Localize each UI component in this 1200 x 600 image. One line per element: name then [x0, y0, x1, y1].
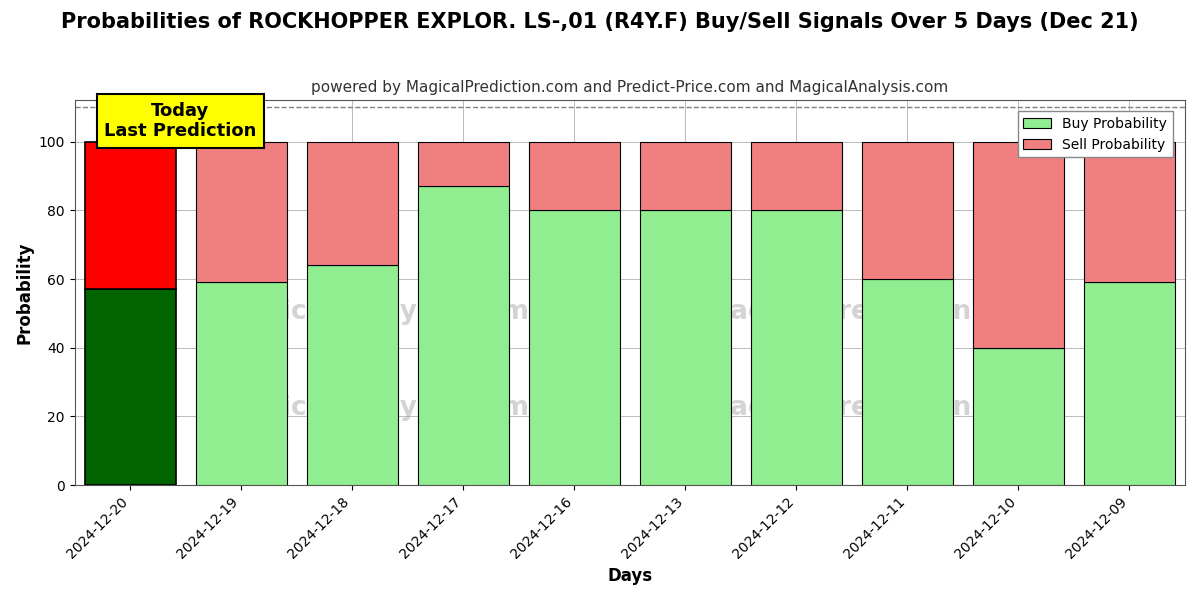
Bar	[418, 142, 509, 186]
Text: MagicalPrediction.com: MagicalPrediction.com	[704, 395, 1043, 421]
Bar	[751, 210, 842, 485]
Bar	[529, 210, 620, 485]
Bar	[862, 279, 953, 485]
X-axis label: Days: Days	[607, 567, 653, 585]
Bar	[973, 348, 1064, 485]
Y-axis label: Probability: Probability	[16, 241, 34, 344]
Title: powered by MagicalPrediction.com and Predict-Price.com and MagicalAnalysis.com: powered by MagicalPrediction.com and Pre…	[311, 80, 948, 95]
Bar	[307, 142, 397, 265]
Bar	[85, 142, 175, 289]
Bar	[85, 289, 175, 485]
Bar	[529, 142, 620, 210]
Bar	[751, 142, 842, 210]
Bar	[973, 142, 1064, 348]
Bar	[196, 142, 287, 283]
Bar	[1084, 142, 1175, 283]
Legend: Buy Probability, Sell Probability: Buy Probability, Sell Probability	[1018, 111, 1172, 157]
Bar	[307, 265, 397, 485]
Text: MagicalAnalysis.com: MagicalAnalysis.com	[220, 395, 529, 421]
Bar	[862, 142, 953, 279]
Text: Today
Last Prediction: Today Last Prediction	[104, 101, 257, 140]
Bar	[1084, 283, 1175, 485]
Bar	[640, 142, 731, 210]
Bar	[418, 186, 509, 485]
Bar	[640, 210, 731, 485]
Text: Probabilities of ROCKHOPPER EXPLOR. LS-,01 (R4Y.F) Buy/Sell Signals Over 5 Days : Probabilities of ROCKHOPPER EXPLOR. LS-,…	[61, 12, 1139, 32]
Bar	[196, 283, 287, 485]
Text: MagicalAnalysis.com: MagicalAnalysis.com	[220, 299, 529, 325]
Text: MagicalPrediction.com: MagicalPrediction.com	[704, 299, 1043, 325]
